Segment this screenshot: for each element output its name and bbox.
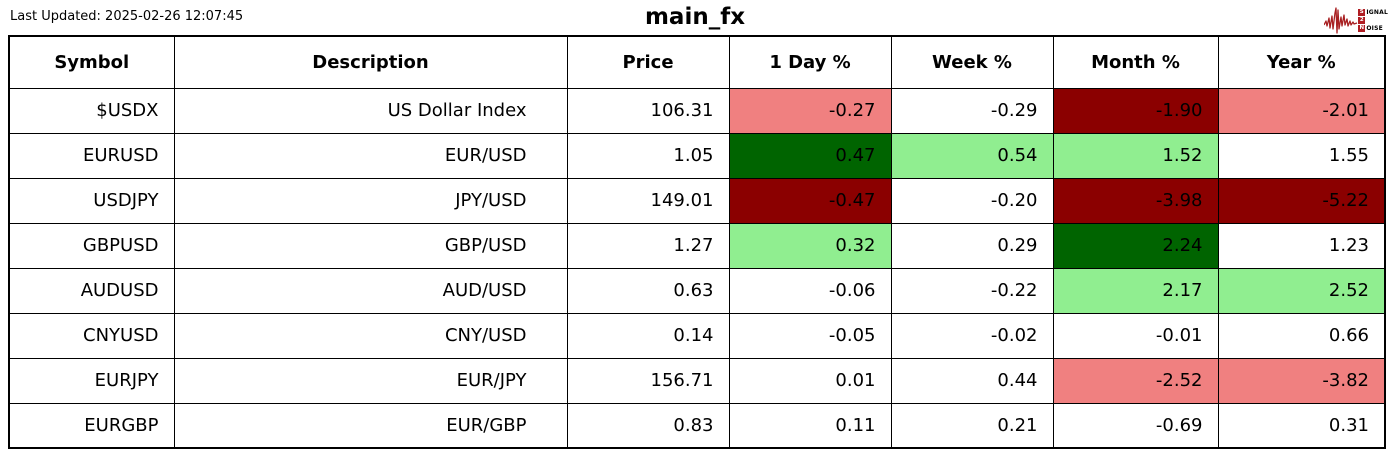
waveform-icon (1324, 4, 1358, 36)
cell-year-pct: -5.22 (1217, 177, 1386, 224)
header-row: Symbol Description Price 1 Day % Week % … (8, 35, 1386, 89)
cell-description: EUR/GBP (173, 402, 568, 449)
cell-price: 0.14 (566, 312, 730, 359)
cell-month-pct: -3.98 (1052, 177, 1219, 224)
last-updated-timestamp: Last Updated: 2025-02-26 12:07:45 (10, 9, 244, 24)
cell-description: GBP/USD (173, 222, 568, 269)
cell-month-pct: 2.17 (1052, 267, 1219, 314)
cell-month-pct: 2.24 (1052, 222, 1219, 269)
logo-line-noise: N OISE (1358, 24, 1388, 32)
col-header-month-pct: Month % (1052, 35, 1219, 89)
cell-week-pct: 0.54 (890, 132, 1054, 179)
cell-symbol: $USDX (8, 87, 175, 134)
cell-week-pct: -0.02 (890, 312, 1054, 359)
table-row: AUDUSD AUD/USD 0.63 -0.06 -0.22 2.17 2.5… (8, 267, 1386, 314)
table-row: GBPUSD GBP/USD 1.27 0.32 0.29 2.24 1.23 (8, 222, 1386, 269)
cell-description: EUR/JPY (173, 357, 568, 404)
top-bar: Last Updated: 2025-02-26 12:07:45 main_f… (0, 0, 1390, 34)
cell-symbol: EURGBP (8, 402, 175, 449)
cell-month-pct: -1.90 (1052, 87, 1219, 134)
cell-year-pct: 0.31 (1217, 402, 1386, 449)
cell-1day-pct: 0.11 (728, 402, 892, 449)
fx-table: Symbol Description Price 1 Day % Week % … (8, 35, 1386, 449)
table-row: CNYUSD CNY/USD 0.14 -0.05 -0.02 -0.01 0.… (8, 312, 1386, 359)
cell-year-pct: 2.52 (1217, 267, 1386, 314)
table-row: EURGBP EUR/GBP 0.83 0.11 0.21 -0.69 0.31 (8, 402, 1386, 449)
cell-month-pct: -2.52 (1052, 357, 1219, 404)
cell-price: 156.71 (566, 357, 730, 404)
page-title: main_fx (644, 4, 746, 30)
cell-week-pct: 0.29 (890, 222, 1054, 269)
cell-1day-pct: -0.47 (728, 177, 892, 224)
cell-symbol: EURUSD (8, 132, 175, 179)
cell-symbol: CNYUSD (8, 312, 175, 359)
col-header-1day-pct: 1 Day % (728, 35, 892, 89)
cell-symbol: EURJPY (8, 357, 175, 404)
table-row: EURUSD EUR/USD 1.05 0.47 0.54 1.52 1.55 (8, 132, 1386, 179)
cell-week-pct: 0.44 (890, 357, 1054, 404)
cell-price: 106.31 (566, 87, 730, 134)
cell-1day-pct: -0.27 (728, 87, 892, 134)
cell-month-pct: -0.69 (1052, 402, 1219, 449)
logo-line-rest: OISE (1366, 24, 1383, 32)
cell-month-pct: -0.01 (1052, 312, 1219, 359)
col-header-week-pct: Week % (890, 35, 1054, 89)
cell-week-pct: -0.20 (890, 177, 1054, 224)
table-header: Symbol Description Price 1 Day % Week % … (8, 35, 1386, 89)
table-body: $USDX US Dollar Index 106.31 -0.27 -0.29… (8, 87, 1386, 449)
cell-symbol: USDJPY (8, 177, 175, 224)
cell-price: 0.83 (566, 402, 730, 449)
cell-price: 0.63 (566, 267, 730, 314)
cell-price: 1.27 (566, 222, 730, 269)
cell-1day-pct: -0.05 (728, 312, 892, 359)
col-header-symbol: Symbol (8, 35, 175, 89)
cell-description: US Dollar Index (173, 87, 568, 134)
cell-year-pct: 0.66 (1217, 312, 1386, 359)
cell-1day-pct: 0.32 (728, 222, 892, 269)
logo-letter-box: 2 (1358, 16, 1366, 24)
logo-letter-box: S (1358, 8, 1366, 16)
cell-description: JPY/USD (173, 177, 568, 224)
cell-week-pct: -0.22 (890, 267, 1054, 314)
cell-1day-pct: 0.47 (728, 132, 892, 179)
col-header-price: Price (566, 35, 730, 89)
col-header-year-pct: Year % (1217, 35, 1386, 89)
signal2noise-logo: S IGNAL 2 N OISE (1324, 2, 1388, 38)
cell-week-pct: 0.21 (890, 402, 1054, 449)
cell-symbol: GBPUSD (8, 222, 175, 269)
table-row: EURJPY EUR/JPY 156.71 0.01 0.44 -2.52 -3… (8, 357, 1386, 404)
cell-week-pct: -0.29 (890, 87, 1054, 134)
logo-line-signal: S IGNAL (1358, 8, 1388, 16)
col-header-description: Description (173, 35, 568, 89)
cell-month-pct: 1.52 (1052, 132, 1219, 179)
cell-description: AUD/USD (173, 267, 568, 314)
cell-year-pct: -2.01 (1217, 87, 1386, 134)
table-row: $USDX US Dollar Index 106.31 -0.27 -0.29… (8, 87, 1386, 134)
cell-year-pct: 1.55 (1217, 132, 1386, 179)
cell-year-pct: 1.23 (1217, 222, 1386, 269)
logo-line-rest: IGNAL (1366, 8, 1388, 16)
table-row: USDJPY JPY/USD 149.01 -0.47 -0.20 -3.98 … (8, 177, 1386, 224)
logo-letter-box: N (1358, 24, 1366, 32)
cell-symbol: AUDUSD (8, 267, 175, 314)
cell-price: 149.01 (566, 177, 730, 224)
cell-year-pct: -3.82 (1217, 357, 1386, 404)
logo-text: S IGNAL 2 N OISE (1358, 8, 1388, 32)
logo-line-2: 2 (1358, 16, 1388, 24)
cell-description: EUR/USD (173, 132, 568, 179)
cell-1day-pct: 0.01 (728, 357, 892, 404)
cell-1day-pct: -0.06 (728, 267, 892, 314)
cell-price: 1.05 (566, 132, 730, 179)
cell-description: CNY/USD (173, 312, 568, 359)
